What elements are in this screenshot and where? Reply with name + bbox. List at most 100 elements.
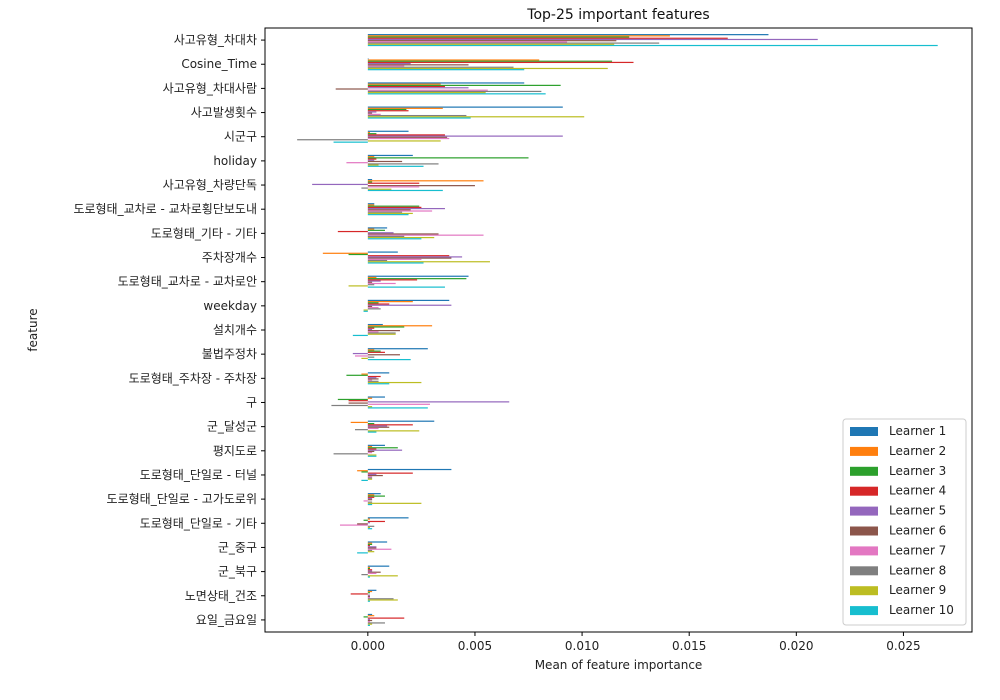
bar [367,621,370,623]
bar [348,253,368,256]
bar [367,135,563,137]
bar [367,186,420,188]
bar [367,154,413,157]
bar [367,280,381,282]
bar [367,117,471,119]
bar [367,83,441,85]
bar [333,141,368,143]
bar [367,350,381,352]
bar [367,333,396,335]
bar [337,230,368,233]
y-tick-label: 군_달성군 [207,420,257,434]
bar [367,351,385,353]
bars-group [297,34,938,626]
bar [367,551,375,553]
y-tick-label: 노면상태_건조 [185,589,257,603]
bar [367,372,390,374]
bar [339,524,368,526]
bar [367,449,403,451]
bar [367,331,379,333]
bar [367,160,403,163]
bar [367,325,433,327]
y-tick-label: 설치개수 [213,323,257,337]
bar [367,189,443,192]
bar [367,286,445,288]
bar [367,34,769,36]
x-tick-group: 0.000 0.005 0.010 0.015 0.020 0.025 [351,632,921,653]
legend: Learner 1 Learner 2 Learner 3 Learner 4 Lear… [842,418,967,626]
bar [367,494,375,496]
y-tick-label: Cosine_Time [181,57,257,71]
bar [367,397,373,399]
bar [367,600,370,602]
bar [367,281,373,283]
x-axis-label: Mean of feature importance [535,658,703,672]
bar [361,357,368,359]
bar [367,565,390,567]
bar [367,375,381,378]
bar [367,542,373,544]
bar [367,163,439,165]
bar [367,234,484,236]
bar [367,497,373,500]
bar [352,352,368,355]
legend-swatch [850,526,878,536]
y-tick-label: 주차장개수 [202,251,257,265]
bar [354,429,368,431]
legend-entry: Learner 4 [889,484,946,498]
bar [367,82,525,84]
bar [367,526,370,529]
bar [367,303,390,305]
bar [367,205,420,207]
y-tick-label: 도로형태_단일로 - 터널 [140,468,257,482]
bar [367,356,375,358]
bar [367,35,670,37]
bar [367,517,409,519]
bar [367,257,452,259]
bar [367,420,435,422]
bar [352,334,368,337]
bar [367,204,375,206]
bar [367,232,394,234]
chart-title: Top-25 important features [526,7,709,23]
bar [357,523,368,525]
bar [367,259,388,262]
bar [367,618,370,620]
bar [367,401,510,403]
bar [367,302,379,304]
bar [367,111,377,113]
bar [367,42,660,44]
bar [361,471,368,473]
bar [367,93,546,95]
y-tick-label: 요일_금요일 [196,613,257,627]
bar [367,624,370,626]
bar [367,209,411,211]
bar [367,227,388,229]
y-tick-label: 사고발생횟수 [191,106,257,120]
bar [367,59,540,61]
bar [367,452,373,454]
bar [367,84,561,86]
bar [367,130,409,132]
bar [367,107,443,109]
bar [367,323,383,326]
bar [350,421,368,424]
bar [367,548,392,550]
bar [367,525,375,527]
y-tick-label: weekday [203,299,257,313]
bar [367,547,377,549]
bar [367,380,379,382]
bar [367,571,381,573]
bar [367,592,370,594]
bar [367,89,488,91]
bar [367,358,411,361]
bar [367,450,375,453]
bar [367,426,390,428]
bar [367,113,381,115]
x-tick-label: 0.000 [351,639,385,653]
bar [367,445,373,448]
bar [367,36,630,38]
bar [367,570,373,572]
bar [367,403,430,405]
bar [367,431,377,433]
